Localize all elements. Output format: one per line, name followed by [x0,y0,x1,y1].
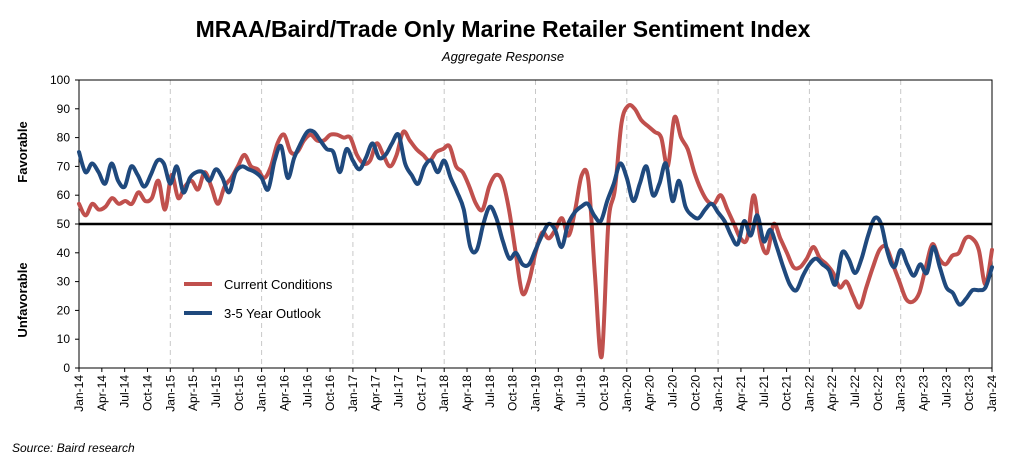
x-tick-label: Jul-17 [392,375,406,408]
x-tick-label: Jan-22 [802,375,816,412]
x-tick-label: Apr-22 [825,375,839,411]
y-tick-label: 50 [57,217,71,231]
x-tick-label: Jan-14 [72,375,86,412]
source-note: Source: Baird research [12,441,135,455]
legend-label-current-conditions: Current Conditions [224,277,333,292]
y-tick-label: 70 [57,159,71,173]
x-tick-label: Jan-16 [255,375,269,412]
x-tick-label: Oct-22 [871,375,885,411]
y-tick-label: 80 [57,131,71,145]
x-tick-label: Apr-23 [917,375,931,411]
x-tick-label: Jul-14 [118,375,132,408]
x-tick-label: Jul-16 [300,375,314,408]
x-tick-label: Jan-24 [985,375,999,412]
x-tick-label: Apr-18 [460,375,474,411]
chart-subtitle: Aggregate Response [441,49,564,64]
x-tick-label: Jul-19 [574,375,588,408]
legend: Current Conditions 3-5 Year Outlook [184,277,333,321]
series-lines [77,103,994,360]
x-tick-label: Apr-20 [643,375,657,411]
x-tick-label: Jul-20 [665,375,679,408]
x-tick-label: Apr-19 [551,375,565,411]
x-tick-label: Jan-21 [711,375,725,412]
x-tick-label: Oct-21 [780,375,794,411]
x-tick-label: Apr-15 [186,375,200,411]
x-tick-label: Jul-23 [939,375,953,408]
x-tick-label: Oct-20 [688,375,702,411]
chart-title: MRAA/Baird/Trade Only Marine Retailer Se… [196,16,811,42]
x-tick-label: Jan-20 [620,375,634,412]
y-tick-label: 30 [57,275,71,289]
x-tick-label: Oct-19 [597,375,611,411]
x-tick-label: Oct-14 [140,375,154,411]
x-tick-label: Jul-21 [757,375,771,408]
y-tick-label: 100 [50,73,70,87]
x-tick-label: Jan-15 [163,375,177,412]
x-tick-label: Jul-18 [483,375,497,408]
x-tick-label: Jan-23 [894,375,908,412]
y-tick-label: 20 [57,303,71,317]
axis-ticks: 0 10 20 30 40 50 60 70 80 90 100 Jan-14 Apr-14 Jul-14… [50,73,999,412]
x-tick-label: Oct-23 [962,375,976,411]
y-tick-label: 40 [57,246,71,260]
y-tick-label: 10 [57,332,71,346]
x-tick-label: Oct-15 [232,375,246,411]
x-tick-label: Apr-16 [277,375,291,411]
x-tick-label: Jan-18 [437,375,451,412]
x-tick-label: Jul-15 [209,375,223,408]
legend-label-outlook: 3-5 Year Outlook [224,306,321,321]
y-tick-label: 90 [57,102,71,116]
series-line-outlook [77,128,994,307]
favorable-axis-label: Favorable [15,121,30,182]
x-tick-label: Jan-17 [346,375,360,412]
series-line-current-conditions [77,103,994,360]
x-tick-label: Oct-16 [323,375,337,411]
x-tick-label: Oct-18 [506,375,520,411]
y-tick-label: 60 [57,188,71,202]
x-tick-label: Apr-21 [734,375,748,411]
x-tick-label: Jul-22 [848,375,862,408]
y-tick-label: 0 [63,361,70,375]
x-tick-label: Oct-17 [414,375,428,411]
x-tick-label: Apr-14 [95,375,109,411]
unfavorable-axis-label: Unfavorable [15,262,30,337]
x-tick-label: Apr-17 [369,375,383,411]
x-tick-label: Jan-19 [529,375,543,412]
